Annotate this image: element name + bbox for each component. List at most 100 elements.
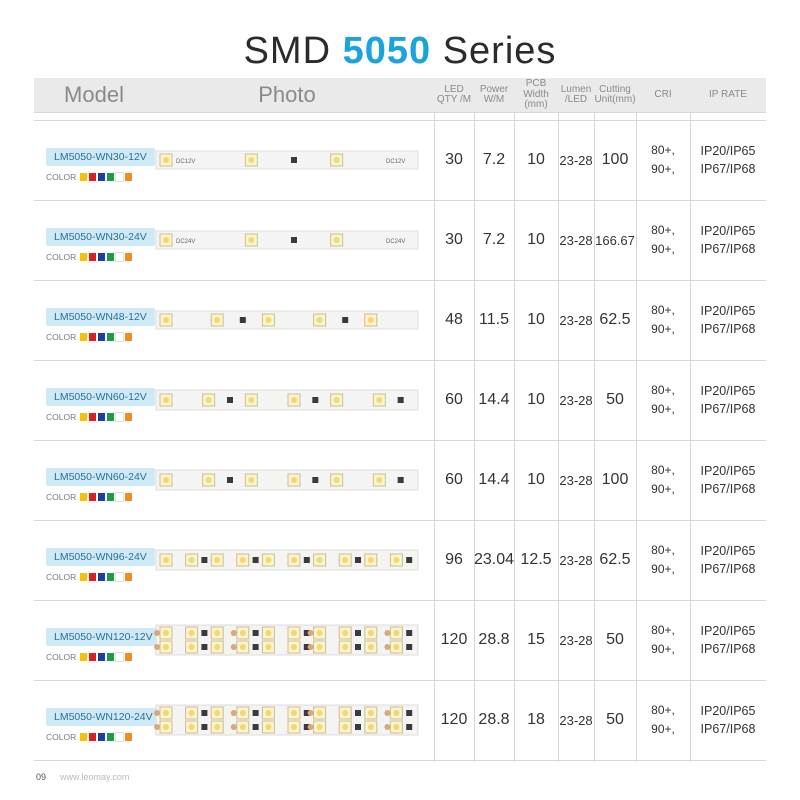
cell-pcb: 10 bbox=[527, 471, 545, 488]
color-swatch bbox=[80, 333, 88, 341]
column-divider bbox=[690, 112, 691, 762]
color-swatch bbox=[107, 733, 115, 741]
cell-cut: 166.67 bbox=[595, 232, 635, 248]
led-emitter bbox=[239, 630, 246, 636]
resistor bbox=[252, 724, 259, 730]
cell-qty: 30 bbox=[445, 151, 463, 168]
ip-line-1: IP20/IP65 bbox=[700, 303, 756, 318]
cri-line-2: 90+, bbox=[651, 562, 675, 576]
row-divider bbox=[34, 120, 766, 121]
color-swatch bbox=[80, 413, 88, 421]
color-options: COLOR bbox=[46, 332, 155, 342]
ip-line-2: IP67/IP68 bbox=[700, 242, 756, 256]
color-label: COLOR bbox=[46, 332, 77, 342]
color-swatch bbox=[89, 653, 97, 661]
led-strip-photo bbox=[154, 624, 420, 656]
resistor bbox=[227, 477, 233, 483]
model-cell: LM5050-WN120-12V COLOR bbox=[46, 627, 161, 662]
led-emitter bbox=[163, 557, 169, 563]
led-emitter bbox=[367, 644, 374, 650]
cell-cut: 62.5 bbox=[599, 551, 631, 568]
resistor bbox=[406, 710, 413, 716]
column-divider bbox=[434, 112, 435, 762]
color-swatch bbox=[107, 653, 115, 661]
led-emitter bbox=[333, 157, 340, 163]
color-swatch bbox=[115, 492, 125, 502]
led-emitter bbox=[163, 397, 169, 403]
resistor bbox=[252, 557, 259, 563]
cri-line-1: 80+, bbox=[651, 383, 675, 398]
color-swatch bbox=[125, 253, 133, 261]
color-label: COLOR bbox=[46, 252, 77, 262]
header-cutting: Cutting Unit(mm) bbox=[594, 83, 636, 105]
cri-line-2: 90+, bbox=[651, 242, 675, 256]
led-emitter bbox=[393, 644, 400, 650]
led-emitter bbox=[205, 397, 212, 403]
cell-cri: 80+, 90+, bbox=[636, 520, 690, 600]
page-title: SMD 5050 Series bbox=[0, 30, 800, 73]
solder-pad bbox=[230, 644, 237, 650]
led-emitter bbox=[265, 724, 272, 730]
led-emitter bbox=[291, 630, 297, 636]
color-label: COLOR bbox=[46, 172, 77, 182]
resistor bbox=[201, 644, 208, 650]
row-divider bbox=[34, 520, 766, 521]
color-label: COLOR bbox=[46, 572, 77, 582]
cell-qty: 48 bbox=[445, 311, 463, 328]
color-swatch bbox=[125, 573, 133, 581]
color-swatch bbox=[125, 173, 133, 181]
solder-pad bbox=[230, 630, 237, 636]
color-swatch bbox=[80, 653, 88, 661]
led-emitter bbox=[316, 710, 323, 716]
cell-lumen: 23-28 bbox=[559, 312, 593, 328]
pcb-voltage-text: DC24V bbox=[386, 239, 405, 245]
led-emitter bbox=[214, 710, 221, 716]
led-emitter bbox=[376, 477, 383, 483]
cri-line-2: 90+, bbox=[651, 642, 675, 656]
ip-line-2: IP67/IP68 bbox=[700, 722, 756, 736]
led-emitter bbox=[367, 630, 374, 636]
ip-line-2: IP67/IP68 bbox=[700, 402, 756, 416]
led-emitter bbox=[333, 237, 340, 243]
model-label: LM5050-WN48-12V bbox=[46, 308, 155, 326]
resistor bbox=[342, 317, 349, 323]
color-swatch bbox=[89, 573, 97, 581]
led-emitter bbox=[248, 237, 255, 243]
model-cell: LM5050-WN60-24V COLOR bbox=[46, 467, 155, 502]
cell-ip-rate: IP20/IP65 IP67/IP68 bbox=[690, 600, 766, 680]
cell-ip-rate: IP20/IP65 IP67/IP68 bbox=[690, 120, 766, 200]
model-label: LM5050-WN96-24V bbox=[46, 548, 155, 566]
color-swatch bbox=[107, 333, 115, 341]
cell-cut: 100 bbox=[601, 471, 629, 488]
header-led-qty: LED QTY /M bbox=[436, 83, 472, 105]
pcb-strip bbox=[155, 230, 419, 250]
cell-lumen: 23-28 bbox=[559, 712, 593, 728]
table-row: LM5050-WN120-24V COLOR 120 28.8 18 23-28 50 80+… bbox=[34, 680, 766, 760]
title-prefix: SMD bbox=[243, 30, 332, 72]
page-number: 09 bbox=[36, 772, 47, 782]
header-photo: Photo bbox=[258, 82, 316, 108]
color-swatch bbox=[89, 253, 97, 261]
resistor bbox=[406, 557, 413, 563]
solder-pad bbox=[154, 630, 160, 636]
led-emitter bbox=[291, 477, 297, 483]
resistor bbox=[201, 557, 208, 563]
cell-cut: 62.5 bbox=[599, 311, 631, 328]
ip-line-1: IP20/IP65 bbox=[700, 463, 756, 478]
row-divider bbox=[34, 280, 766, 281]
resistor bbox=[201, 630, 208, 636]
led-emitter bbox=[291, 710, 297, 716]
cell-power: 14.4 bbox=[478, 391, 510, 408]
footer-url: www.leomay.com bbox=[60, 772, 130, 782]
cell-pcb: 18 bbox=[527, 711, 545, 728]
color-swatch bbox=[89, 733, 97, 741]
cell-power: 7.2 bbox=[482, 151, 506, 168]
led-emitter bbox=[316, 630, 323, 636]
cell-cri: 80+, 90+, bbox=[636, 280, 690, 360]
cell-pcb: 15 bbox=[527, 631, 545, 648]
led-strip-photo bbox=[154, 704, 420, 736]
row-divider bbox=[34, 200, 766, 201]
led-strip-svg bbox=[155, 549, 419, 571]
table-row: LM5050-WN30-12V COLOR DC12V DC12V 30 7.2 10 23-… bbox=[34, 120, 766, 200]
model-cell: LM5050-WN48-12V COLOR bbox=[46, 307, 155, 342]
